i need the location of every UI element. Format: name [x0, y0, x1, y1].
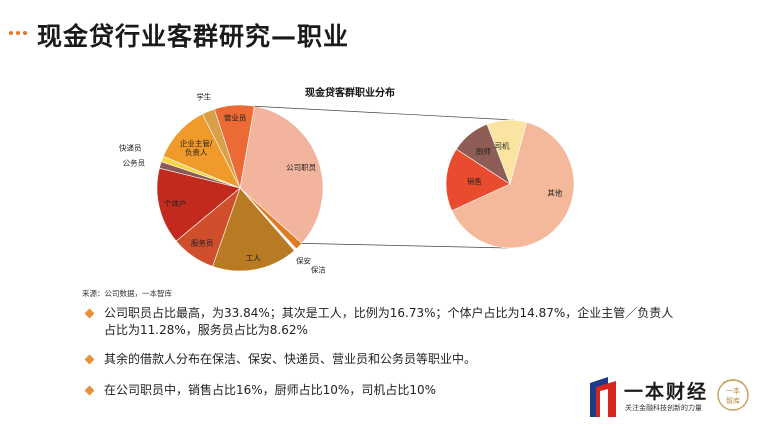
sub-pie-slice — [486, 119, 527, 185]
main-pie-slice-label: 保安 — [296, 255, 311, 265]
main-pie-slice-label: 公司职员 — [286, 163, 316, 172]
bullet-text: 其余的借款人分布在保洁、保安、快递员、营业员和公务员等职业中。 — [104, 352, 477, 366]
sub-pie-slice — [445, 148, 511, 212]
main-pie-slice — [239, 105, 324, 244]
brand-name: 一本财经 — [624, 381, 709, 403]
svg-text:个体户: 个体户 — [164, 198, 187, 208]
bullet-text: 在公司职员中，销售占比16%，厨师占比10%，司机占比10% — [104, 383, 437, 397]
diamond-bullet-icon — [84, 354, 95, 365]
title-decoration-dots — [9, 31, 27, 35]
main-pie-slice-label: 个体户 — [164, 198, 187, 208]
main-pie-slice-label: 公务员 — [123, 158, 146, 168]
diamond-bullet-icon — [84, 308, 95, 319]
svg-text:企业主管/: 企业主管/ — [180, 138, 213, 148]
sub-pie-slice — [451, 121, 575, 249]
connector-line — [254, 105, 515, 121]
bullet-item: 其余的借款人分布在保洁、保安、快递员、营业员和公务员等职业中。 — [84, 351, 686, 368]
svg-text:负责人: 负责人 — [185, 147, 208, 157]
main-pie-slice-label: 服务员 — [191, 238, 214, 248]
svg-text:工人: 工人 — [246, 253, 261, 262]
svg-text:公务员: 公务员 — [123, 158, 146, 168]
main-pie-slice-label: 保洁 — [311, 265, 326, 275]
slide-title: 现金贷行业客群研究—职业 — [37, 22, 350, 51]
sub-pie-slice-label: 其他 — [547, 188, 562, 198]
svg-text:保洁: 保洁 — [311, 265, 326, 275]
svg-text:其他: 其他 — [547, 188, 562, 198]
svg-text:厨师: 厨师 — [476, 146, 491, 156]
bullet-text: 公司职员占比最高，为33.84%；其次是工人，比例为16.73%；个体户占比为1… — [104, 306, 674, 337]
main-pie-slice-label: 企业主管/负责人 — [180, 138, 213, 157]
main-pie-slice-label: 快递员 — [119, 143, 142, 153]
svg-text:销售: 销售 — [467, 176, 482, 186]
svg-text:智库: 智库 — [726, 396, 740, 405]
main-pie-slice-label: 工人 — [246, 253, 261, 262]
svg-text:保安: 保安 — [296, 255, 311, 265]
pie-connector-lines — [254, 105, 515, 249]
svg-text:快递员: 快递员 — [119, 143, 142, 153]
sub-pie-slice-label: 厨师 — [476, 146, 491, 156]
connector-line — [301, 242, 509, 249]
chart-source: 来源：公司数据，一本智库 — [82, 289, 172, 298]
brand-seal-icon: 一本 智库 — [717, 379, 749, 411]
main-pie-slice-label: 学生 — [196, 92, 211, 102]
svg-text:司机: 司机 — [494, 141, 509, 151]
sub-pie-slice-label: 司机 — [494, 141, 509, 151]
sub-pie-slice-label: 销售 — [467, 176, 482, 186]
svg-text:一本: 一本 — [726, 386, 740, 395]
svg-text:营业员: 营业员 — [224, 113, 247, 123]
main-pie-slice — [156, 167, 241, 242]
svg-text:服务员: 服务员 — [191, 238, 214, 248]
svg-text:学生: 学生 — [196, 92, 211, 102]
brand-mark-icon — [590, 377, 616, 417]
brand-slogan: 关注金融科技创新的力量 — [625, 404, 702, 412]
diamond-bullet-icon — [84, 385, 95, 396]
main-pie-slice — [212, 187, 295, 272]
bullet-item: 在公司职员中，销售占比16%，厨师占比10%，司机占比10% — [84, 382, 686, 399]
bullet-item: 公司职员占比最高，为33.84%；其次是工人，比例为16.73%；个体户占比为1… — [84, 305, 686, 339]
chart-title: 现金贷客群职业分布 — [305, 86, 395, 99]
brand-logo: 一本财经 关注金融科技创新的力量 一本 智库 — [590, 375, 755, 425]
svg-text:公司职员: 公司职员 — [286, 163, 316, 172]
main-pie-slice-label: 营业员 — [224, 113, 247, 123]
main-pie-slice — [214, 104, 255, 189]
